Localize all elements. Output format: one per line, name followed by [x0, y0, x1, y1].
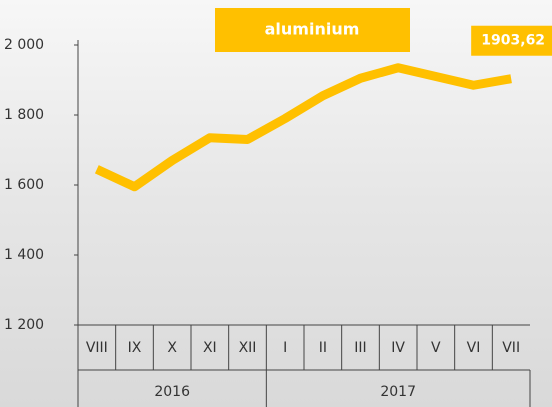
- x-tick-label: II: [319, 340, 327, 356]
- chart-title: aluminium: [265, 20, 360, 39]
- x-tick-label: V: [431, 340, 441, 356]
- x-tick-label: IV: [391, 340, 405, 356]
- group-label: 2016: [154, 384, 190, 400]
- x-tick-label: X: [167, 340, 177, 356]
- y-tick-label: 1 200: [4, 317, 44, 333]
- x-tick-label: VI: [467, 340, 481, 356]
- x-tick-label: I: [283, 340, 287, 356]
- x-tick-label: XI: [203, 340, 217, 356]
- y-tick-label: 1 600: [4, 177, 44, 193]
- x-tick-label: IX: [128, 340, 142, 356]
- chart: aluminium 1 2001 4001 6001 8002 000VIIII…: [0, 0, 552, 407]
- x-tick-label: VIII: [86, 340, 108, 356]
- y-tick-label: 1 400: [4, 247, 44, 263]
- group-label: 2017: [380, 384, 416, 400]
- x-tick-label: III: [354, 340, 366, 356]
- x-tick-label: VII: [502, 340, 520, 356]
- y-tick-label: 1 800: [4, 107, 44, 123]
- value-label: 1903,62: [481, 33, 545, 49]
- x-tick-label: XII: [239, 340, 257, 356]
- y-tick-label: 2 000: [4, 37, 44, 53]
